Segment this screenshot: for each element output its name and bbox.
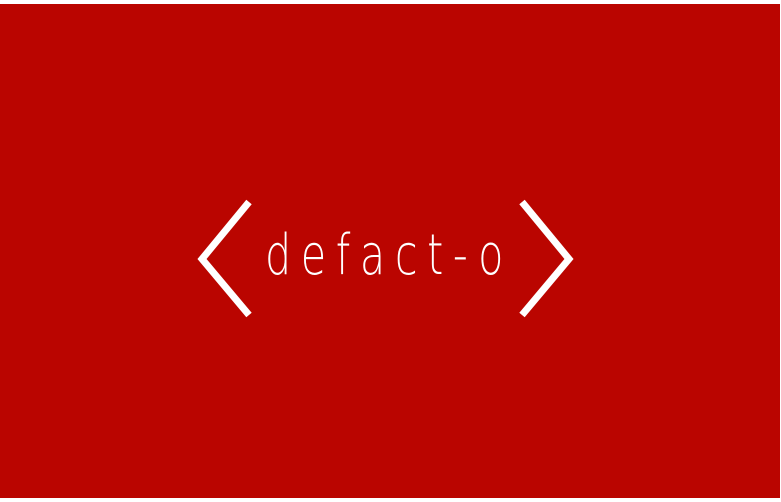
left-angle-bracket-icon [197,199,252,318]
splash-background: defact-o [0,4,780,498]
right-angle-bracket-icon [519,199,574,318]
logo-wordmark: defact-o [265,223,513,288]
defact-o-logo: defact-o [197,199,574,318]
